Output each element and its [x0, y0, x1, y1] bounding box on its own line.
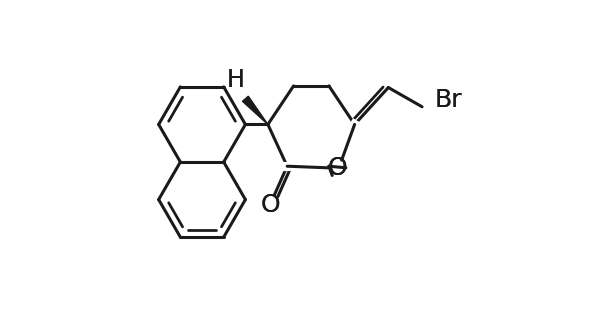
Text: O: O [260, 193, 280, 217]
Text: O: O [260, 193, 280, 217]
Text: O: O [327, 156, 347, 180]
Text: H: H [227, 68, 245, 92]
Text: Br: Br [435, 88, 463, 112]
Polygon shape [242, 96, 268, 124]
Text: H: H [227, 68, 245, 92]
Text: Br: Br [435, 88, 463, 112]
Text: O: O [327, 156, 347, 180]
